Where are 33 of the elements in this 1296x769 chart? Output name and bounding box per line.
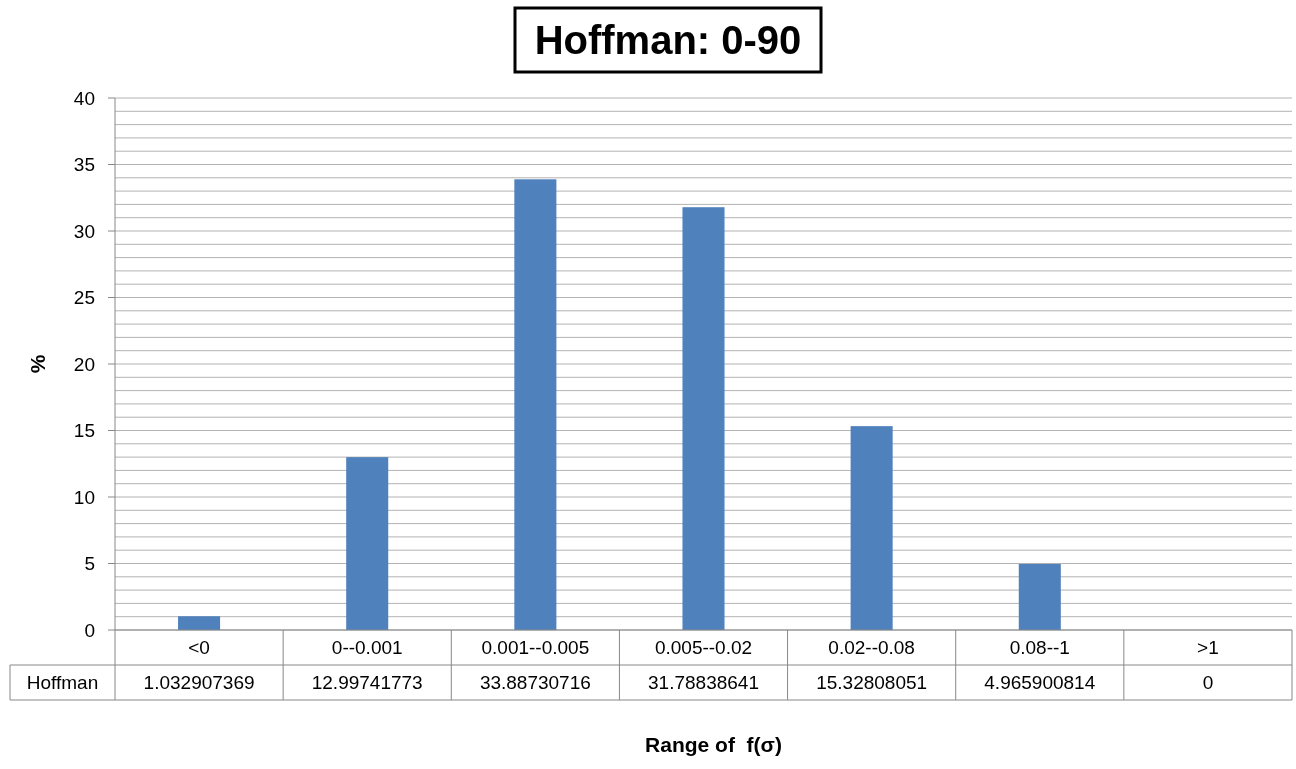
y-tick-label: 5 bbox=[84, 553, 95, 575]
x-tick-label: 0.001--0.005 bbox=[481, 637, 590, 659]
y-tick-label: 0 bbox=[84, 619, 95, 641]
bar bbox=[850, 426, 893, 630]
x-tick-label: 0--0.001 bbox=[331, 637, 403, 659]
data-label: 0 bbox=[1202, 672, 1214, 694]
chart-title: Hoffman: 0-90 bbox=[534, 18, 802, 62]
x-tick-label: <0 bbox=[188, 637, 210, 659]
y-tick-label: 25 bbox=[73, 287, 95, 309]
x-tick-label: 0.005--0.02 bbox=[654, 637, 753, 659]
y-tick-label: 15 bbox=[73, 420, 95, 442]
bar bbox=[346, 457, 389, 630]
data-label: 31.78838641 bbox=[648, 672, 759, 694]
y-tick-label: 35 bbox=[73, 154, 95, 176]
bar bbox=[514, 179, 557, 630]
bar bbox=[682, 207, 725, 630]
data-label: 1.032907369 bbox=[143, 672, 255, 694]
x-tick-label: 0.08--1 bbox=[1009, 637, 1070, 659]
text: Hoffman bbox=[26, 672, 99, 694]
y-axis-title: % bbox=[26, 354, 49, 374]
data-label: 15.32808051 bbox=[816, 672, 928, 694]
data-label: 33.88730716 bbox=[479, 672, 591, 694]
x-tick-label: 0.02--0.08 bbox=[828, 637, 915, 659]
y-tick-label: 40 bbox=[73, 87, 95, 109]
bar bbox=[178, 616, 221, 630]
x-tick-label: >1 bbox=[1197, 637, 1219, 659]
data-label: 4.965900814 bbox=[984, 672, 1096, 694]
y-tick-label: 30 bbox=[73, 220, 95, 242]
x-axis-title: Range of f(σ) bbox=[645, 733, 782, 756]
bar bbox=[1018, 563, 1061, 630]
y-tick-label: 20 bbox=[73, 353, 95, 375]
y-tick-label: 10 bbox=[73, 486, 95, 508]
data-label: 12.99741773 bbox=[311, 672, 423, 694]
